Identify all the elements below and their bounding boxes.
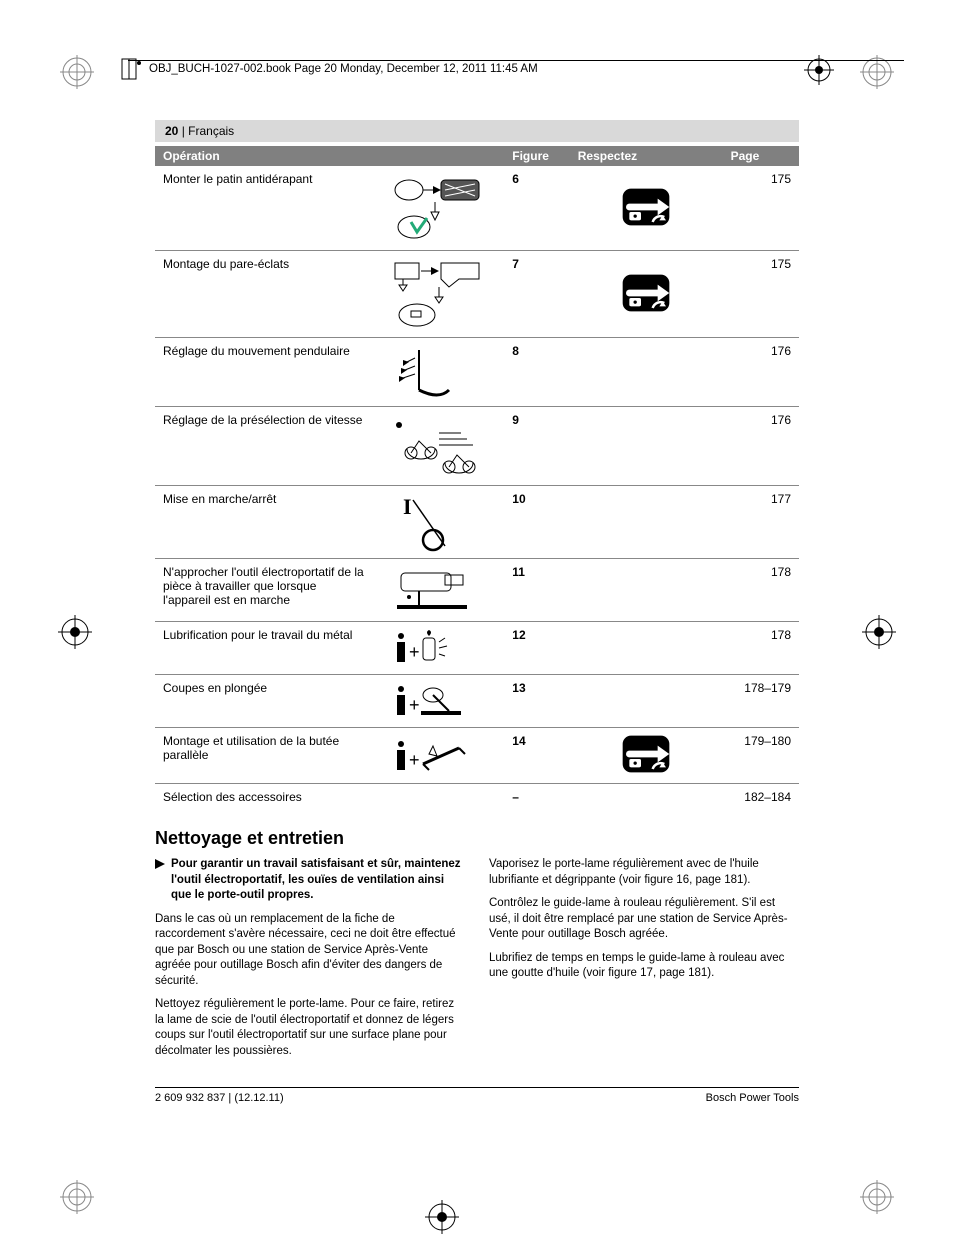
cell-operation: Mise en marche/arrêt xyxy=(155,486,373,559)
operation-pictogram-icon xyxy=(373,338,504,407)
page-language: Français xyxy=(188,124,234,138)
operation-pictogram-icon: I xyxy=(373,486,504,559)
right-column: Vaporisez le porte-lame régulièrement av… xyxy=(489,857,799,1067)
cell-page: 178 xyxy=(723,559,799,622)
page-number: 20 xyxy=(165,124,178,138)
section-title: Nettoyage et entretien xyxy=(155,828,799,849)
table-row: Montage du pare-éclats 7 175 xyxy=(155,251,799,338)
page-footer: 2 609 932 837 | (12.12.11) Bosch Power T… xyxy=(155,1087,799,1104)
th-figure: Figure xyxy=(504,146,569,166)
footer-right: Bosch Power Tools xyxy=(706,1092,799,1104)
cell-page: 175 xyxy=(723,166,799,251)
cell-figure: 7 xyxy=(504,251,569,338)
crop-mark-icon xyxy=(860,1180,894,1214)
cell-respect xyxy=(570,622,723,675)
cell-figure: 11 xyxy=(504,559,569,622)
cell-figure: 6 xyxy=(504,166,569,251)
table-row: Réglage de la présélection de vitesse 9 … xyxy=(155,407,799,486)
operation-pictogram-icon xyxy=(373,251,504,338)
warning-text: Pour garantir un travail satisfaisant et… xyxy=(171,857,465,904)
left-column: Pour garantir un travail satisfaisant et… xyxy=(155,857,465,1067)
cell-operation: Monter le patin antidérapant xyxy=(155,166,373,251)
table-row: Lubrification pour le travail du métal +… xyxy=(155,622,799,675)
cell-respect xyxy=(570,166,723,251)
cell-operation: Coupes en plongée xyxy=(155,675,373,728)
cell-figure: 9 xyxy=(504,407,569,486)
crop-mark-icon xyxy=(60,1180,94,1214)
cell-figure: 12 xyxy=(504,622,569,675)
table-row: Réglage du mouvement pendulaire 8 176 xyxy=(155,338,799,407)
cell-operation: Montage et utilisation de la butée paral… xyxy=(155,728,373,784)
table-row: N'approcher l'outil électroportatif de l… xyxy=(155,559,799,622)
cell-page: 176 xyxy=(723,338,799,407)
cell-page: 176 xyxy=(723,407,799,486)
cell-respect xyxy=(570,728,723,784)
table-row: Monter le patin antidérapant 6 175 xyxy=(155,166,799,251)
cell-respect xyxy=(570,251,723,338)
cell-figure: 13 xyxy=(504,675,569,728)
register-target-icon xyxy=(425,1200,459,1234)
cell-page: 175 xyxy=(723,251,799,338)
table-row: Mise en marche/arrêt I 10 177 xyxy=(155,486,799,559)
cell-figure: – xyxy=(504,784,569,811)
operation-pictogram-icon: + xyxy=(373,728,504,784)
cell-page: 179–180 xyxy=(723,728,799,784)
cell-operation: Réglage de la présélection de vitesse xyxy=(155,407,373,486)
operation-pictogram-icon xyxy=(373,559,504,622)
table-row: Sélection des accessoires – 182–184 xyxy=(155,784,799,811)
cell-respect xyxy=(570,675,723,728)
svg-text:+: + xyxy=(409,750,420,770)
cell-page: 178 xyxy=(723,622,799,675)
th-respect: Respectez xyxy=(570,146,723,166)
cell-respect xyxy=(570,784,723,811)
cell-operation: Lubrification pour le travail du métal xyxy=(155,622,373,675)
body-paragraph: Lubrifiez de temps en temps le guide-lam… xyxy=(489,951,799,982)
warning-bullet: Pour garantir un travail satisfaisant et… xyxy=(155,857,465,904)
operation-pictogram-icon xyxy=(373,166,504,251)
th-operation: Opération xyxy=(155,146,504,166)
operation-pictogram-icon: + xyxy=(373,622,504,675)
cell-figure: 10 xyxy=(504,486,569,559)
cell-operation: Montage du pare-éclats xyxy=(155,251,373,338)
cell-respect xyxy=(570,486,723,559)
cell-page: 178–179 xyxy=(723,675,799,728)
body-paragraph: Vaporisez le porte-lame régulièrement av… xyxy=(489,857,799,888)
table-row: Coupes en plongée + 13 178–179 xyxy=(155,675,799,728)
body-paragraph: Nettoyez régulièrement le porte-lame. Po… xyxy=(155,997,465,1059)
triangle-bullet-icon xyxy=(155,857,165,904)
cell-respect xyxy=(570,338,723,407)
svg-text:+: + xyxy=(409,695,420,715)
operations-table: Opération Figure Respectez Page Monter l… xyxy=(155,146,799,810)
body-paragraph: Dans le cas où un remplacement de la fic… xyxy=(155,912,465,990)
svg-text:I: I xyxy=(403,494,412,519)
operation-pictogram-icon: + xyxy=(373,675,504,728)
cell-operation: Sélection des accessoires xyxy=(155,784,373,811)
cell-figure: 14 xyxy=(504,728,569,784)
operation-pictogram-icon xyxy=(373,784,504,811)
body-paragraph: Contrôlez le guide-lame à rouleau réguli… xyxy=(489,896,799,943)
page-label: 20 | Français xyxy=(155,120,799,142)
cell-respect xyxy=(570,559,723,622)
cell-page: 177 xyxy=(723,486,799,559)
cell-page: 182–184 xyxy=(723,784,799,811)
cell-operation: Réglage du mouvement pendulaire xyxy=(155,338,373,407)
cell-figure: 8 xyxy=(504,338,569,407)
body-columns: Pour garantir un travail satisfaisant et… xyxy=(155,857,799,1067)
cell-operation: N'approcher l'outil électroportatif de l… xyxy=(155,559,373,622)
svg-text:+: + xyxy=(409,642,420,662)
cell-respect xyxy=(570,407,723,486)
th-page: Page xyxy=(723,146,799,166)
footer-left: 2 609 932 837 | (12.12.11) xyxy=(155,1092,284,1104)
operation-pictogram-icon xyxy=(373,407,504,486)
table-row: Montage et utilisation de la butée paral… xyxy=(155,728,799,784)
